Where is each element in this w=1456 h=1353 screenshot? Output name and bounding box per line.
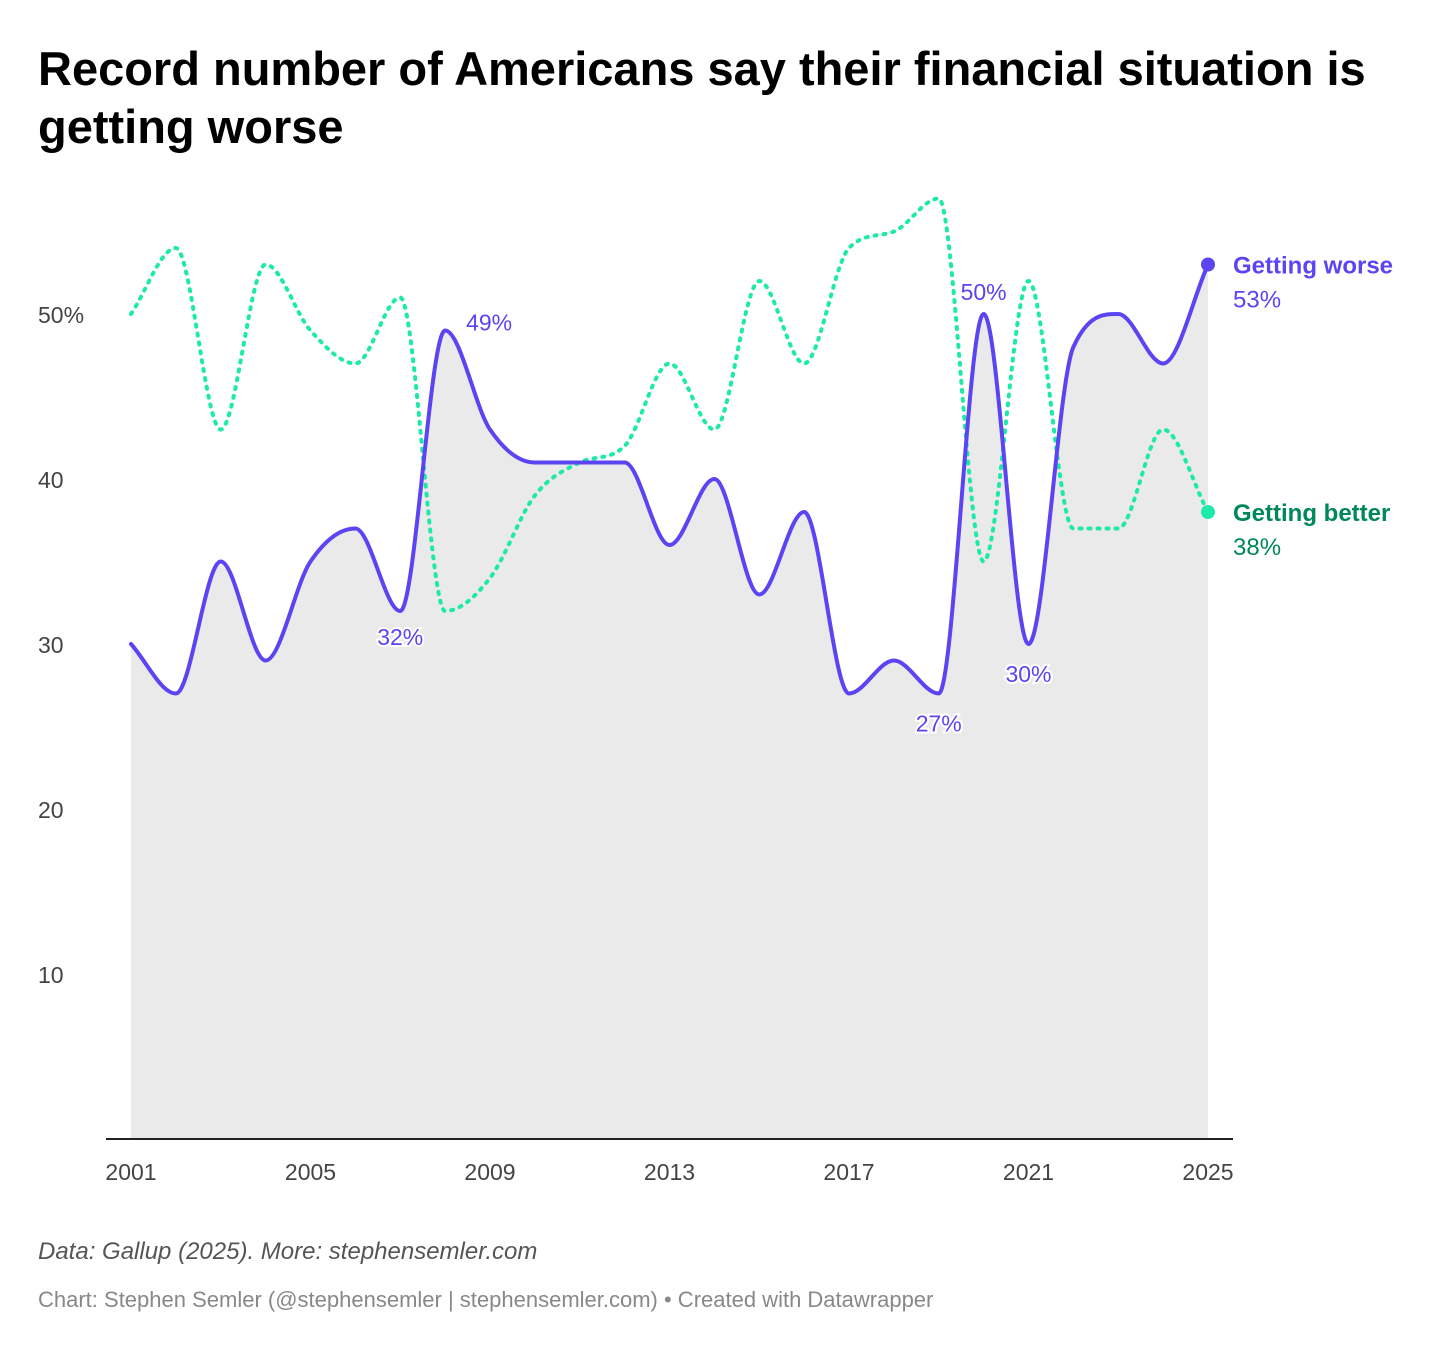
annotation-label: 49% — [466, 310, 512, 336]
series-label: Getting better — [1233, 500, 1390, 527]
y-tick-label: 20 — [38, 797, 64, 823]
y-tick-label: 50% — [38, 302, 84, 328]
y-tick-label: 10 — [38, 962, 64, 988]
series-label: Getting worse — [1233, 253, 1393, 280]
x-tick-label: 2017 — [823, 1159, 874, 1185]
area-0 — [131, 264, 1208, 1139]
x-tick-label: 2005 — [285, 1159, 336, 1185]
chart-title: Record number of Americans say their fin… — [38, 42, 1366, 153]
y-tick-label: 30 — [38, 632, 64, 658]
end-point — [1201, 505, 1215, 519]
source-note: Data: Gallup (2025). More: stephensemler… — [38, 1238, 538, 1265]
x-tick-label: 2013 — [644, 1159, 695, 1185]
annotation-label: 50% — [961, 279, 1007, 305]
series-line-worse — [129, 262, 1210, 696]
annotation-label: 30% — [1005, 661, 1051, 687]
annotation-label: 32% — [377, 624, 423, 650]
x-tick-label: 2001 — [105, 1159, 156, 1185]
x-tick-label: 2021 — [1003, 1159, 1054, 1185]
annotation-label: 27% — [916, 711, 962, 737]
series-end-value: 53% — [1233, 287, 1281, 314]
end-point — [1201, 257, 1215, 272]
x-tick-label: 2009 — [464, 1159, 515, 1185]
series-line-better — [129, 196, 1210, 614]
series-end-value: 38% — [1233, 534, 1281, 561]
x-tick-label: 2025 — [1182, 1159, 1233, 1185]
credit-note: Chart: Stephen Semler (@stephensemler | … — [38, 1287, 934, 1312]
y-tick-label: 40 — [38, 467, 64, 493]
